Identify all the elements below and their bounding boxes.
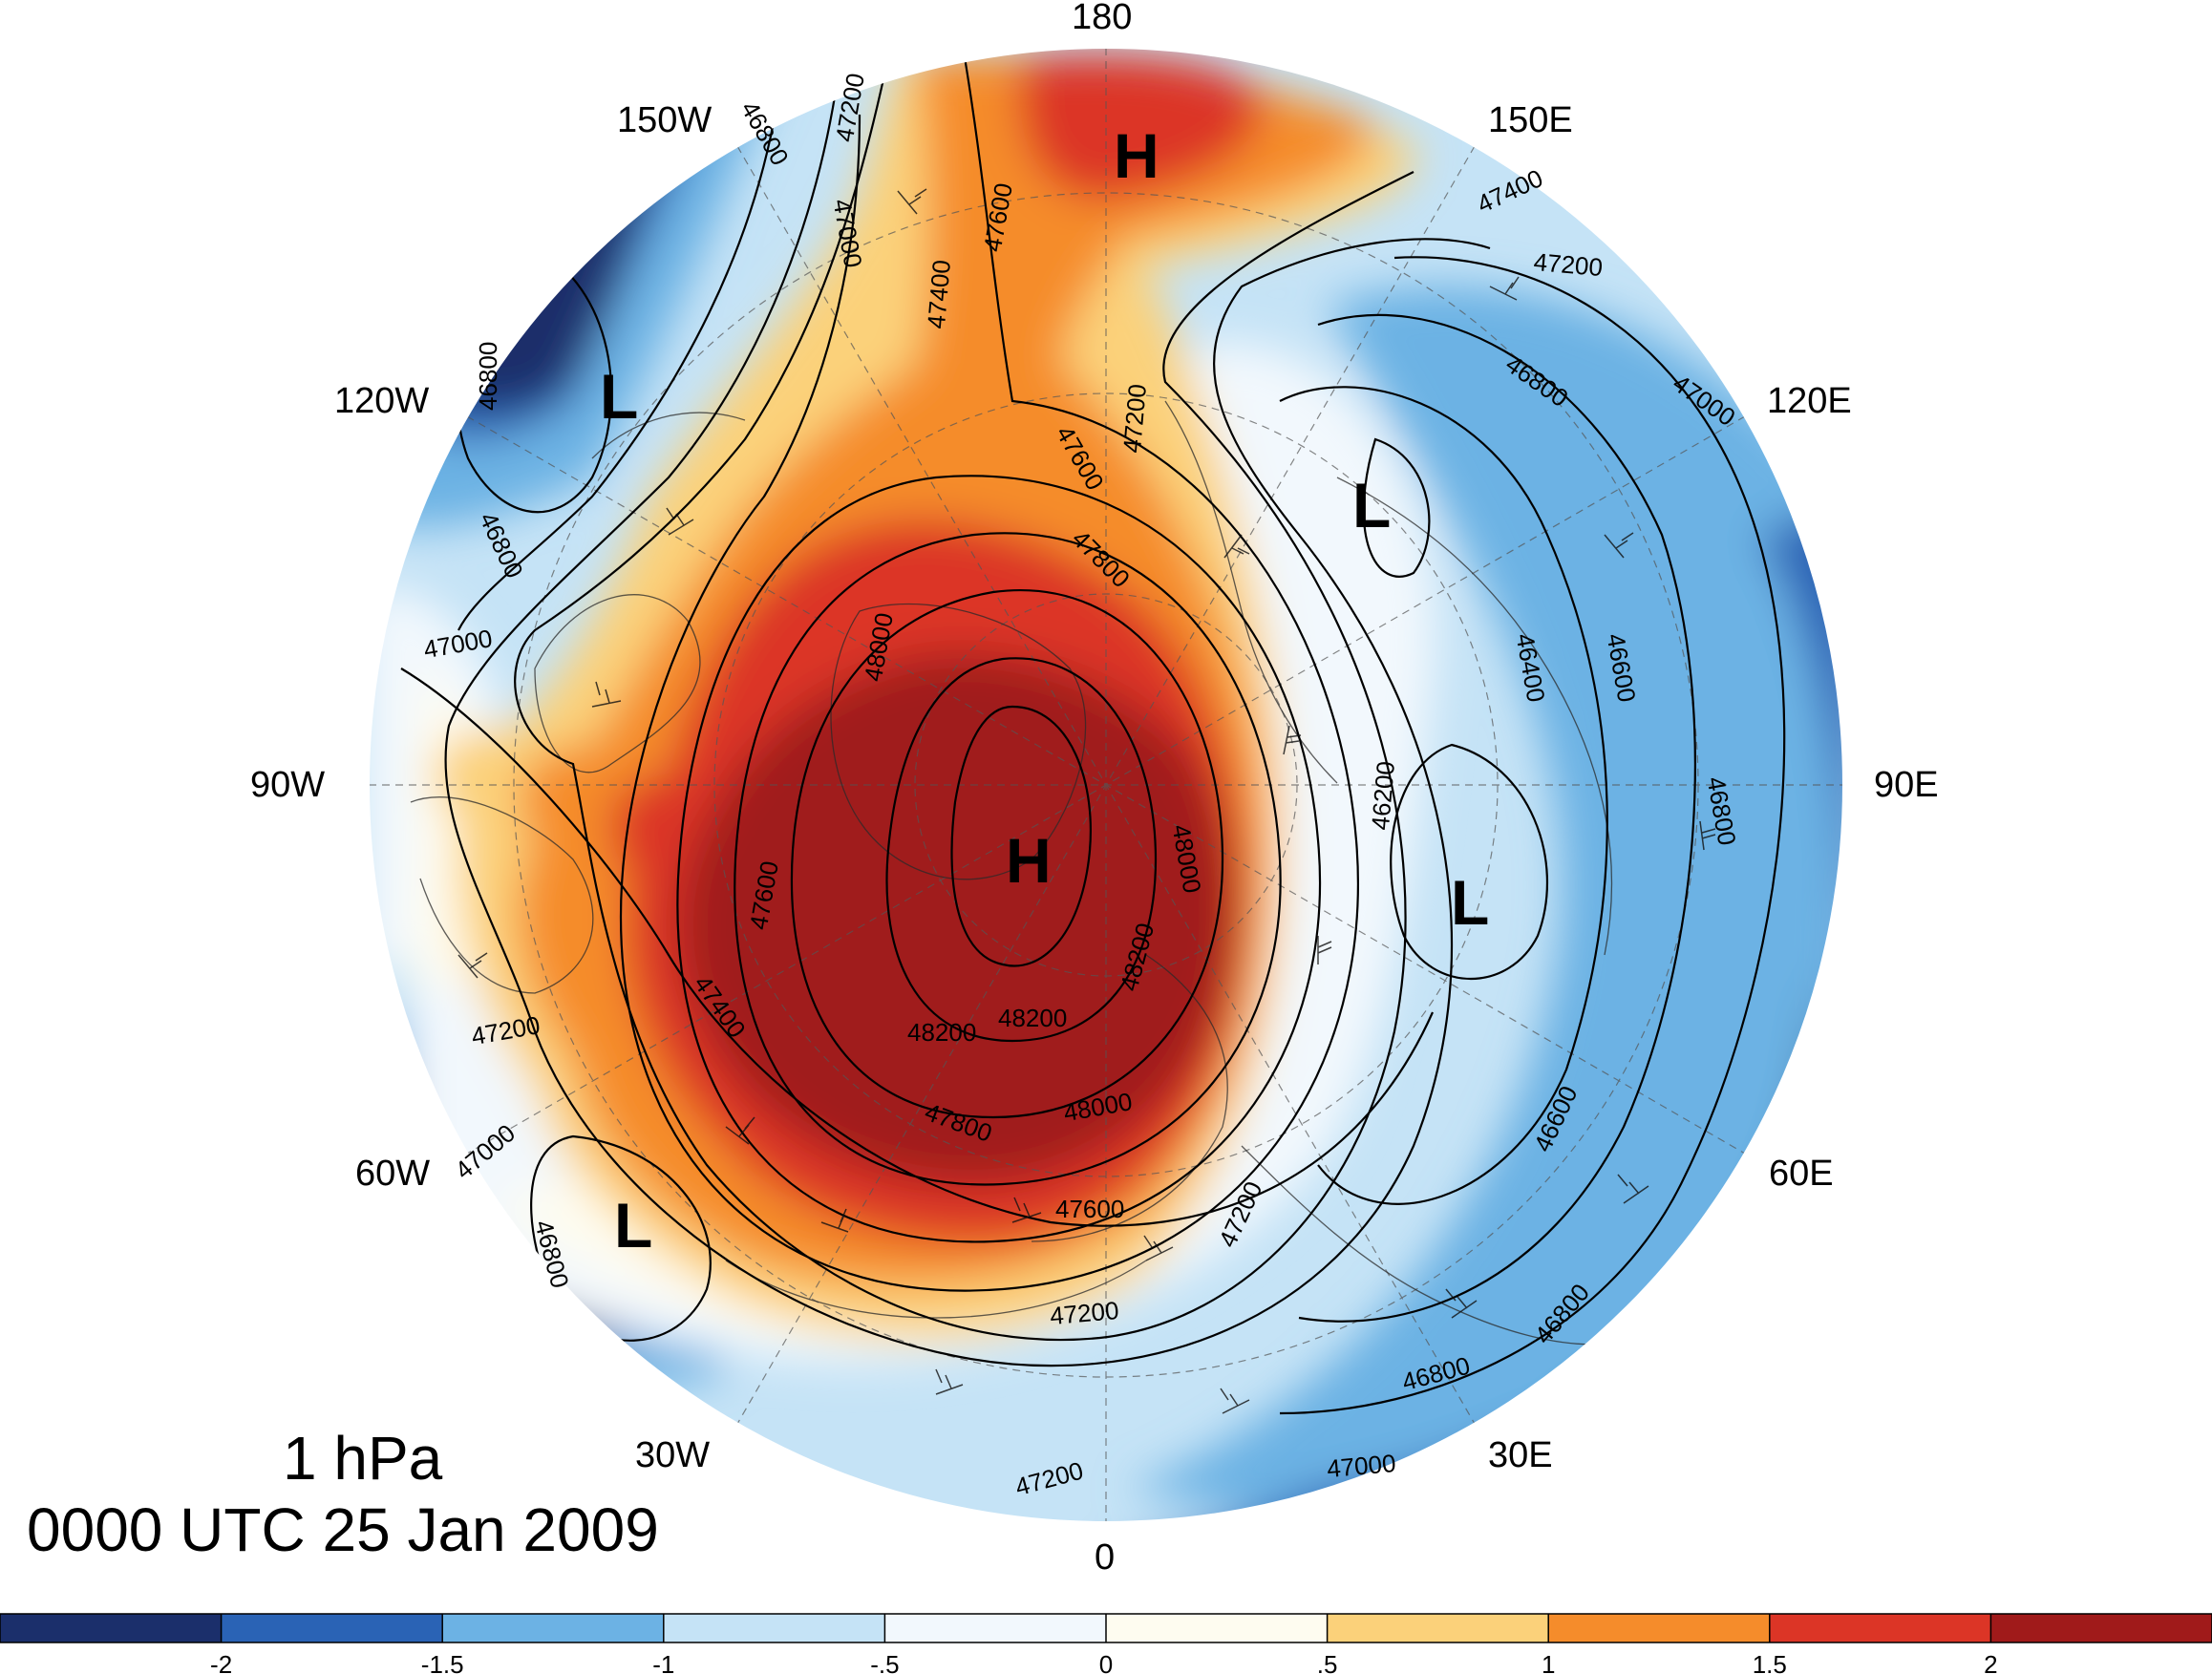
colorbar-tick-label: -.5 <box>870 1650 899 1674</box>
height-contours <box>400 56 1786 1415</box>
colorbar: -2 -1.5 -1 -.5 0 .5 1 1.5 2 <box>0 1613 2212 1674</box>
low-center-greenland: L <box>614 1190 652 1261</box>
colorbar-swatch <box>663 1614 885 1642</box>
lon-label-90w: 90W <box>250 765 325 805</box>
low-center-alaska: L <box>600 361 638 432</box>
lon-label-120w: 120W <box>334 381 429 421</box>
colorbar-tick-label: -2 <box>210 1650 232 1674</box>
lon-label-60w: 60W <box>355 1154 430 1194</box>
contour-label: 47600 <box>1055 1195 1124 1223</box>
lon-label-0: 0 <box>1095 1537 1115 1578</box>
lon-label-150e: 150E <box>1488 100 1573 140</box>
contour-label: 46200 <box>1366 760 1400 832</box>
colorbar-swatch <box>1106 1614 1329 1642</box>
contour-label: 48200 <box>907 1018 976 1047</box>
high-center-dateline: H <box>1114 120 1159 191</box>
contour-label: 48200 <box>998 1004 1067 1032</box>
colorbar-swatch <box>1769 1614 1991 1642</box>
pressure-level-title: 1 hPa <box>283 1424 443 1493</box>
pressure-centers: H H L L L L <box>600 120 1489 1261</box>
valid-time-title: 0000 UTC 25 Jan 2009 <box>27 1495 659 1564</box>
colorbar-tick-label: 1 <box>1542 1650 1555 1674</box>
wind-barbs <box>457 188 1716 1414</box>
colorbar-swatch <box>884 1614 1107 1642</box>
lon-label-120e: 120E <box>1767 381 1852 421</box>
colorbar-tick-label: .5 <box>1317 1650 1338 1674</box>
colorbar-swatch <box>1327 1614 1549 1642</box>
lon-label-30e: 30E <box>1488 1435 1553 1475</box>
colorbar-tick-label: 2 <box>1984 1650 1997 1674</box>
colorbar-tick-label: 1.5 <box>1753 1650 1787 1674</box>
colorbar-tick-label: -1.5 <box>421 1650 464 1674</box>
contour-label: 47200 <box>1533 247 1605 282</box>
contour-label: 47200 <box>1117 383 1152 455</box>
low-center-east-asia: L <box>1352 470 1391 540</box>
lon-label-30w: 30W <box>635 1435 710 1475</box>
lon-label-60e: 60E <box>1769 1154 1834 1194</box>
colorbar-tick-label: 0 <box>1099 1650 1113 1674</box>
colorbar-swatch <box>1548 1614 1771 1642</box>
contour-label: 47400 <box>922 259 956 330</box>
colorbar-swatch <box>1990 1614 2212 1642</box>
contour-label: 46800 <box>474 342 502 411</box>
graticule <box>369 48 1843 1522</box>
contour-label: 47200 <box>1049 1296 1120 1330</box>
lon-label-180: 180 <box>1072 0 1132 37</box>
longitude-labels: 180 150E 120E 90E 60E 30E 0 30W 60W 90W … <box>250 0 1939 1578</box>
contour-label: 47000 <box>1326 1449 1397 1483</box>
colorbar-swatch <box>0 1614 223 1642</box>
colorbar-tick-label: -1 <box>652 1650 674 1674</box>
high-center-pole: H <box>1006 825 1052 896</box>
colorbar-swatch <box>221 1614 443 1642</box>
lon-label-150w: 150W <box>617 100 712 140</box>
map-boundary <box>368 47 1844 1523</box>
lon-label-90e: 90E <box>1874 765 1939 805</box>
low-center-siberia: L <box>1451 867 1489 938</box>
colorbar-swatch <box>442 1614 665 1642</box>
coastlines <box>410 400 1644 1346</box>
